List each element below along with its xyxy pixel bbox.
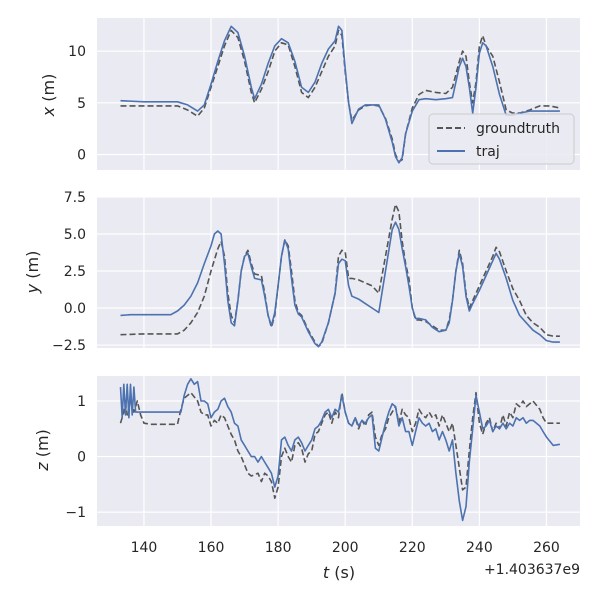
y-axis-label-x-symbol: x <box>39 106 58 117</box>
x-tick-label: 200 <box>332 540 359 556</box>
panel-z: −1 0 1 <box>65 376 580 526</box>
x-axis-label-unit: (s) <box>329 563 355 582</box>
y-axis-label-x: x (m) <box>39 74 58 118</box>
panels-group: 0 5 10 −2.5 0.0 2.5 5.0 7.5 −1 0 1 <box>52 18 580 526</box>
panel-x-ytick-label: 10 <box>68 44 86 60</box>
panel-y-ytick-label: −2.5 <box>52 338 86 354</box>
panel-z-background <box>97 376 580 526</box>
panel-y: −2.5 0.0 2.5 5.0 7.5 <box>52 190 580 354</box>
series-traj-z <box>119 378 561 522</box>
panel-y-ytick-label: 0.0 <box>64 301 86 317</box>
x-tick-label: 160 <box>198 540 225 556</box>
panel-z-ytick-label: 0 <box>77 450 86 466</box>
x-tick-label: 140 <box>131 540 158 556</box>
panel-x-ytick-label: 5 <box>77 96 86 112</box>
series-traj-x <box>120 25 560 164</box>
panel-y-ytick-label: 2.5 <box>64 264 86 280</box>
legend: groundtruth traj <box>428 113 575 165</box>
x-tick-label: 260 <box>533 540 560 556</box>
legend-traj-label: traj <box>476 144 500 160</box>
y-axis-label-x-unit: (m) <box>39 74 58 107</box>
x-tick-label: 220 <box>399 540 426 556</box>
x-tick-label: 240 <box>466 540 493 556</box>
legend-groundtruth-label: groundtruth <box>476 121 560 137</box>
x-tick-labels: 140 160 180 200 220 240 260 <box>131 540 560 556</box>
panel-z-ytick-label: 1 <box>77 394 86 410</box>
x-tick-label: 180 <box>265 540 292 556</box>
panel-x-ytick-label: 0 <box>77 147 86 163</box>
y-axis-label-y-unit: (m) <box>23 251 42 284</box>
panel-y-ytick-label: 5.0 <box>64 227 86 243</box>
panel-y-ytick-label: 7.5 <box>64 190 86 206</box>
series-groundtruth-x <box>120 29 561 163</box>
x-axis-label: t (s) <box>323 563 355 582</box>
y-axis-label-y-symbol: y <box>23 283 42 294</box>
x-axis-label-symbol: t <box>323 563 330 582</box>
panel-y-background <box>97 197 580 348</box>
x-axis-offset-text: +1.403637e9 <box>484 562 580 578</box>
y-axis-label-z-symbol: z <box>33 462 52 472</box>
y-axis-label-z: z (m) <box>33 429 52 472</box>
panel-z-ytick-label: −1 <box>65 505 86 521</box>
y-axis-label-y: y (m) <box>23 251 42 295</box>
series-traj-y <box>120 221 560 348</box>
legend-box <box>428 113 575 165</box>
y-axis-label-z-unit: (m) <box>33 429 52 462</box>
panel-x: 0 5 10 <box>68 18 580 170</box>
